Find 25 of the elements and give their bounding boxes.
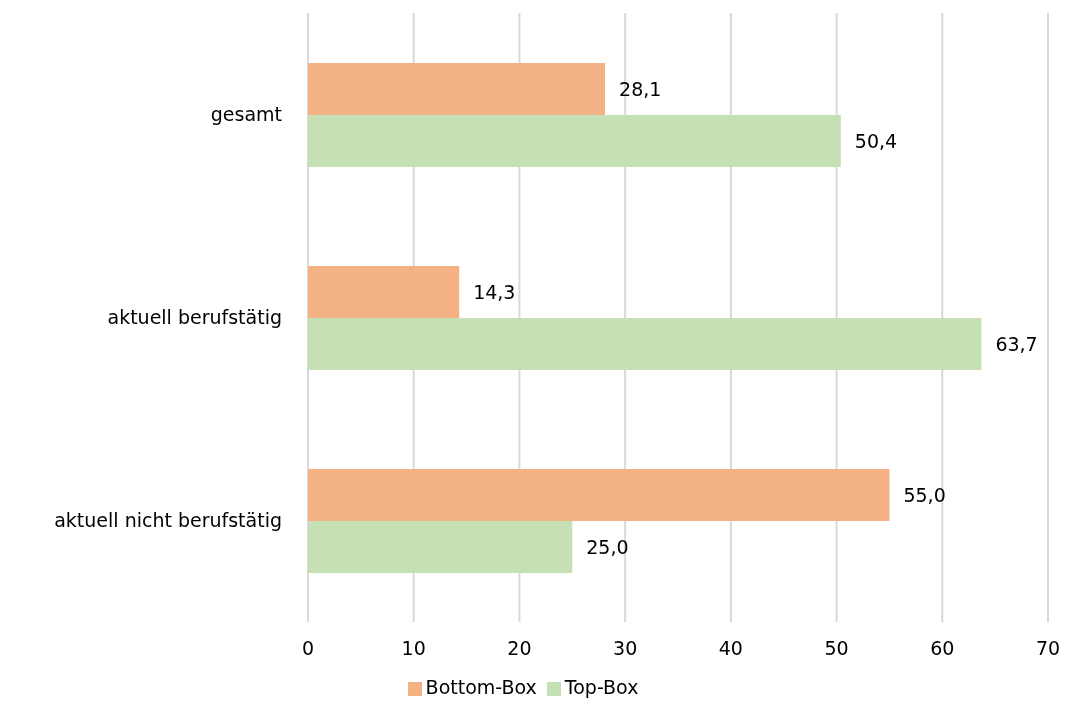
data-label: 50,4 [854, 129, 898, 152]
x-tick-label: 0 [301, 637, 315, 660]
x-tick-label: 50 [824, 637, 849, 660]
x-tick-label: 10 [401, 637, 426, 660]
x-tick-label: 20 [507, 637, 532, 660]
data-label: 55,0 [903, 483, 946, 506]
data-label: 25,0 [586, 535, 629, 558]
data-label: 14,3 [473, 280, 516, 303]
bar [308, 266, 460, 318]
x-tick-label: 60 [930, 637, 955, 660]
legend-label: Top-Box [564, 676, 639, 698]
x-tick-label: 40 [718, 637, 743, 660]
legend-label: Bottom-Box [425, 676, 537, 698]
y-tick-label: gesamt [210, 103, 282, 126]
bar [308, 318, 982, 370]
x-tick-label: 30 [613, 637, 638, 660]
x-tick-label: 70 [1035, 637, 1061, 660]
bar [308, 521, 573, 573]
data-label: 28,1 [619, 77, 662, 100]
bar [308, 469, 890, 521]
bar [308, 115, 841, 167]
data-label: 63,7 [995, 332, 1038, 355]
y-tick-label: aktuell berufstätig [107, 306, 282, 329]
bar [308, 63, 606, 115]
y-tick-label: aktuell nicht berufstätig [54, 509, 282, 532]
